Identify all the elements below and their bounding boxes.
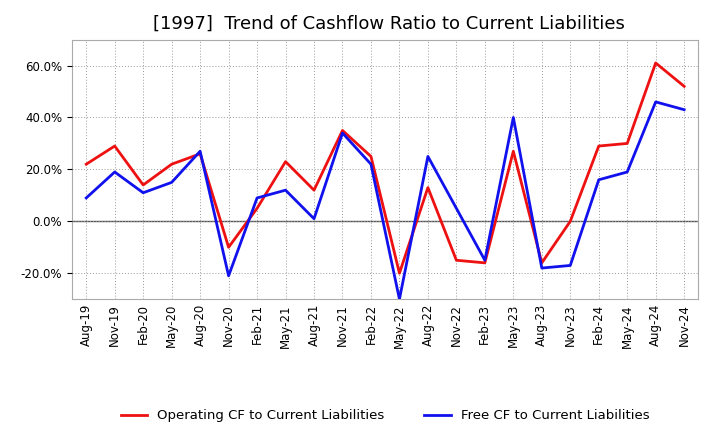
Free CF to Current Liabilities xyxy=(167,180,176,185)
Free CF to Current Liabilities xyxy=(366,161,375,167)
Free CF to Current Liabilities xyxy=(509,115,518,120)
Legend: Operating CF to Current Liabilities, Free CF to Current Liabilities: Operating CF to Current Liabilities, Fre… xyxy=(115,404,655,428)
Line: Operating CF to Current Liabilities: Operating CF to Current Liabilities xyxy=(86,63,684,273)
Free CF to Current Liabilities xyxy=(82,195,91,201)
Free CF to Current Liabilities xyxy=(566,263,575,268)
Free CF to Current Liabilities xyxy=(310,216,318,221)
Operating CF to Current Liabilities xyxy=(652,60,660,66)
Free CF to Current Liabilities xyxy=(196,149,204,154)
Operating CF to Current Liabilities xyxy=(395,271,404,276)
Free CF to Current Liabilities xyxy=(652,99,660,105)
Operating CF to Current Liabilities xyxy=(537,260,546,265)
Operating CF to Current Liabilities xyxy=(110,143,119,149)
Operating CF to Current Liabilities xyxy=(310,187,318,193)
Operating CF to Current Liabilities xyxy=(452,258,461,263)
Free CF to Current Liabilities xyxy=(423,154,432,159)
Free CF to Current Liabilities xyxy=(452,205,461,211)
Operating CF to Current Liabilities xyxy=(423,185,432,190)
Operating CF to Current Liabilities xyxy=(139,182,148,187)
Free CF to Current Liabilities xyxy=(595,177,603,183)
Operating CF to Current Liabilities xyxy=(566,219,575,224)
Free CF to Current Liabilities xyxy=(225,273,233,279)
Operating CF to Current Liabilities xyxy=(680,84,688,89)
Free CF to Current Liabilities xyxy=(395,297,404,302)
Free CF to Current Liabilities xyxy=(680,107,688,112)
Operating CF to Current Liabilities xyxy=(282,159,290,164)
Operating CF to Current Liabilities xyxy=(167,161,176,167)
Operating CF to Current Liabilities xyxy=(338,128,347,133)
Operating CF to Current Liabilities xyxy=(196,151,204,157)
Operating CF to Current Liabilities xyxy=(82,161,91,167)
Operating CF to Current Liabilities xyxy=(480,260,489,265)
Free CF to Current Liabilities xyxy=(139,190,148,195)
Line: Free CF to Current Liabilities: Free CF to Current Liabilities xyxy=(86,102,684,299)
Free CF to Current Liabilities xyxy=(338,130,347,136)
Free CF to Current Liabilities xyxy=(623,169,631,175)
Operating CF to Current Liabilities xyxy=(595,143,603,149)
Text: [1997]  Trend of Cashflow Ratio to Current Liabilities: [1997] Trend of Cashflow Ratio to Curren… xyxy=(153,15,625,33)
Free CF to Current Liabilities xyxy=(253,195,261,201)
Operating CF to Current Liabilities xyxy=(253,205,261,211)
Operating CF to Current Liabilities xyxy=(225,245,233,250)
Free CF to Current Liabilities xyxy=(110,169,119,175)
Free CF to Current Liabilities xyxy=(537,265,546,271)
Free CF to Current Liabilities xyxy=(282,187,290,193)
Operating CF to Current Liabilities xyxy=(366,154,375,159)
Operating CF to Current Liabilities xyxy=(623,141,631,146)
Free CF to Current Liabilities xyxy=(480,258,489,263)
Operating CF to Current Liabilities xyxy=(509,149,518,154)
